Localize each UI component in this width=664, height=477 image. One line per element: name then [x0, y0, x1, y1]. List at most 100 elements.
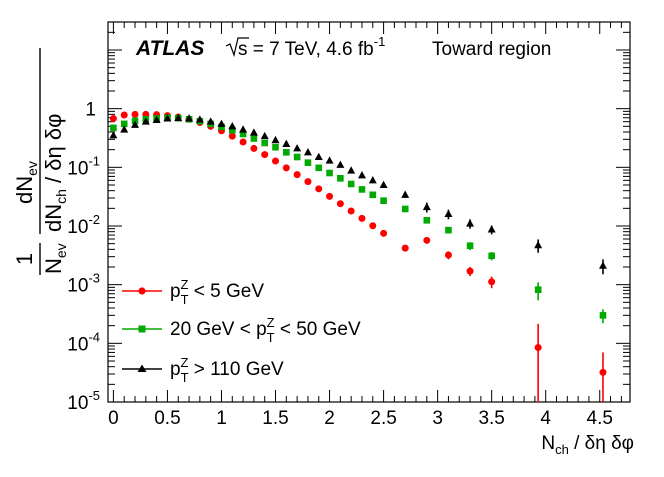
- y-label-dnch: dNch / δη δφ: [41, 114, 69, 232]
- legend-3-p: p: [170, 359, 181, 380]
- data-point: [120, 111, 128, 119]
- data-point: [250, 144, 258, 152]
- data-point: [315, 185, 323, 193]
- data-point: [534, 343, 542, 351]
- data-point: [109, 114, 117, 122]
- data-point: [380, 229, 388, 237]
- data-point: [422, 202, 431, 211]
- data-point: [314, 152, 323, 160]
- data-point: [131, 110, 139, 118]
- y-label-dnev-main: dN: [12, 176, 37, 204]
- data-point: [217, 119, 226, 127]
- data-point: [120, 125, 129, 133]
- legend-marker-1: [138, 287, 146, 295]
- data-point: [534, 240, 543, 249]
- data-point: [206, 117, 215, 125]
- data-point: [347, 166, 356, 174]
- x-tick-label: 0.5: [154, 408, 180, 429]
- data-point: [380, 197, 387, 204]
- y-label-dnch-main: dN: [41, 204, 66, 232]
- axis-ticks: [108, 22, 630, 403]
- y-tick-label-exp: -3: [88, 271, 100, 286]
- legend: pTZ < 5 GeV 20 GeV < pTZ < 50 GeV pTZ > …: [122, 277, 361, 385]
- x-tick-label: 0: [108, 408, 119, 429]
- data-point: [534, 286, 542, 294]
- legend-1-p: p: [170, 281, 181, 302]
- x-tick-label: 3.5: [478, 408, 504, 429]
- data-point: [250, 135, 258, 142]
- legend-3-sub: T: [181, 370, 189, 385]
- data-point: [401, 190, 410, 198]
- data-point: [423, 236, 431, 244]
- data-point: [303, 148, 312, 156]
- x-tick-label: 2: [324, 408, 335, 429]
- y-tick-label: 10-3: [67, 271, 100, 297]
- data-point: [283, 149, 290, 156]
- sqrt-icon: [225, 37, 249, 58]
- legend-entry-series-3: pTZ > 110 GeV: [122, 355, 284, 385]
- y-tick-label: 10-4: [67, 329, 100, 355]
- x-tick-label: 2.5: [370, 408, 396, 429]
- y-tick-label-base: 10: [67, 158, 88, 179]
- data-point: [304, 159, 312, 166]
- x-tick-label: 1: [216, 408, 227, 429]
- legend-1-sub: T: [181, 292, 189, 307]
- legend-marker-3: [137, 364, 147, 372]
- data-point: [325, 156, 334, 164]
- series-3: [109, 113, 607, 275]
- data-point: [347, 180, 355, 188]
- data-point: [131, 120, 140, 128]
- legend-1-post: < 5 GeV: [188, 281, 264, 302]
- x-tick-label: 4.5: [587, 408, 613, 429]
- data-point: [174, 113, 183, 122]
- data-point: [260, 131, 269, 140]
- atlas-label: ATLAS: [135, 37, 204, 60]
- data-point: [239, 138, 247, 146]
- data-point: [120, 120, 128, 128]
- data-point: [163, 114, 172, 122]
- data-point: [141, 117, 150, 125]
- data-point: [336, 160, 345, 168]
- y-tick-label-exp: -5: [88, 388, 100, 403]
- y-tick-label-base: 10: [67, 334, 88, 355]
- data-point: [228, 126, 236, 134]
- data-point: [185, 114, 194, 122]
- data-point: [293, 144, 302, 152]
- y-tick-label-exp: -1: [88, 153, 100, 168]
- data-point: [239, 125, 248, 133]
- y-tick-label-exp: -2: [88, 212, 100, 227]
- data-point: [466, 267, 474, 275]
- y-tick-label: 10-2: [67, 212, 100, 238]
- y-label-nev-main: N: [41, 258, 66, 274]
- legend-label-2: 20 GeV < pTZ < 50 GeV: [170, 315, 361, 345]
- data-point: [368, 176, 377, 184]
- data-point: [315, 164, 323, 172]
- y-label-nev-sub: ev: [53, 243, 69, 258]
- x-axis-label: Nch / δη δφ: [541, 433, 634, 457]
- x-label-sub: ch: [555, 442, 569, 457]
- legend-2-post: < 50 GeV: [275, 319, 361, 340]
- legend-3-post: > 110 GeV: [188, 359, 284, 380]
- data-point: [293, 153, 301, 161]
- data-point: [261, 151, 269, 159]
- data-point: [293, 171, 301, 179]
- y-label-dnev-sub: ev: [24, 161, 40, 176]
- energy-text: s = 7 TeV, 4.6 fb: [238, 39, 374, 60]
- legend-1-sup: Z: [181, 277, 189, 292]
- data-point: [488, 278, 496, 286]
- legend-label-1: pTZ < 5 GeV: [170, 277, 264, 307]
- data-point: [272, 143, 279, 151]
- data-point: [282, 164, 290, 172]
- data-point: [599, 312, 607, 319]
- data-point: [347, 207, 355, 215]
- x-tick-label: 1.5: [262, 408, 288, 429]
- data-point: [466, 242, 474, 250]
- y-label-rest: / δη δφ: [41, 114, 66, 189]
- data-point: [152, 115, 161, 124]
- data-point: [109, 131, 118, 139]
- legend-2-pre: 20 GeV <: [170, 319, 256, 340]
- y-label-nev: Nev: [41, 243, 69, 274]
- data-point: [466, 219, 475, 227]
- legend-2-sup: Z: [267, 315, 275, 330]
- data-point: [401, 244, 409, 252]
